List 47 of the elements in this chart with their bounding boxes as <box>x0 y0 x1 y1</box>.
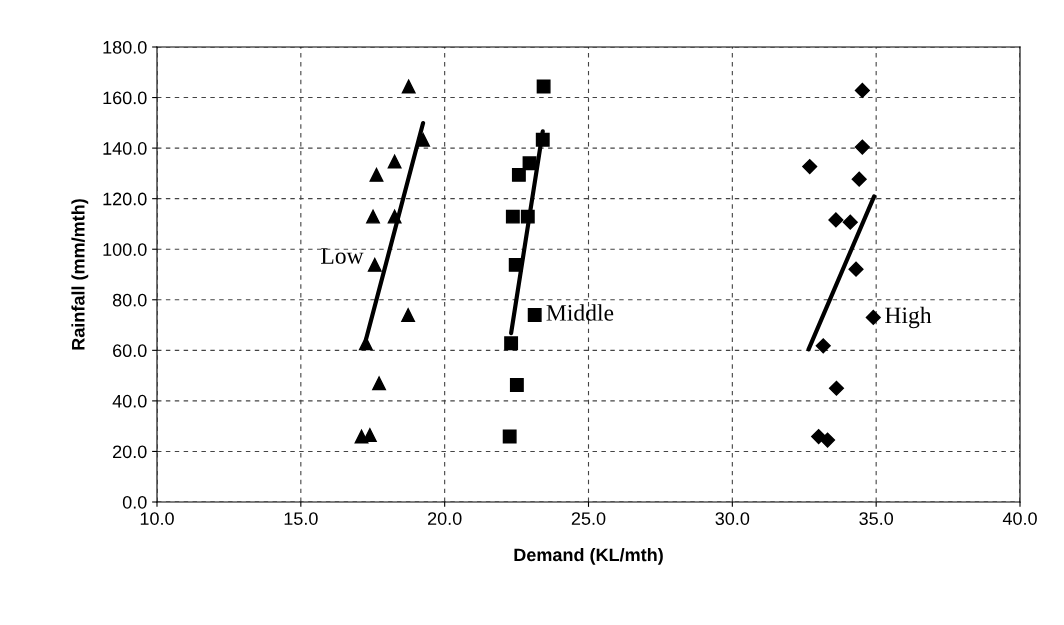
point <box>505 209 520 224</box>
annotation: Low <box>321 248 364 264</box>
point <box>372 376 387 391</box>
x-tick-label: 15.0 <box>284 512 318 525</box>
point <box>511 167 526 182</box>
point <box>865 309 881 326</box>
point <box>815 338 831 354</box>
point <box>854 139 870 155</box>
annotation: Middle <box>546 304 614 321</box>
point <box>536 79 551 94</box>
y-tick-label: 60.0 <box>113 344 147 358</box>
y-tick-label: 140.0 <box>103 142 147 155</box>
point <box>369 167 384 182</box>
point <box>828 380 845 396</box>
y-tick-label: 180.0 <box>103 40 147 54</box>
y-tick-label: 20.0 <box>113 445 147 459</box>
point <box>842 214 858 230</box>
point <box>401 79 416 94</box>
point <box>509 378 524 392</box>
y-tick-label: 40.0 <box>112 394 147 408</box>
y-tick-label: 100.0 <box>103 243 147 256</box>
y-tick-label: 160.0 <box>103 91 147 105</box>
x-tick-label: 25.0 <box>571 512 606 525</box>
x-tick-label: 10.0 <box>140 512 174 525</box>
point <box>819 432 836 448</box>
point <box>851 171 867 187</box>
x-axis-title: Demand (KL/mth) <box>514 548 663 565</box>
x-tick-label: 20.0 <box>428 512 462 525</box>
y-tick-label: 120.0 <box>103 192 147 206</box>
point <box>504 336 519 351</box>
point <box>401 307 416 322</box>
y-axis-title: Rainfall (mm/mth) <box>71 199 89 350</box>
point <box>527 307 542 322</box>
point <box>848 261 864 277</box>
y-tick-label: 0.0 <box>122 495 147 509</box>
annotation: High <box>885 306 932 329</box>
x-tick-label: 35.0 <box>859 512 894 525</box>
point <box>828 212 844 228</box>
point <box>802 158 818 175</box>
y-tick-label: 80.0 <box>112 293 147 307</box>
point <box>366 209 380 224</box>
x-tick-label: 30.0 <box>715 512 750 525</box>
point <box>367 257 382 272</box>
point <box>854 82 870 99</box>
point <box>502 429 517 444</box>
x-tick-label: 40.0 <box>1002 512 1037 525</box>
point <box>387 154 402 169</box>
